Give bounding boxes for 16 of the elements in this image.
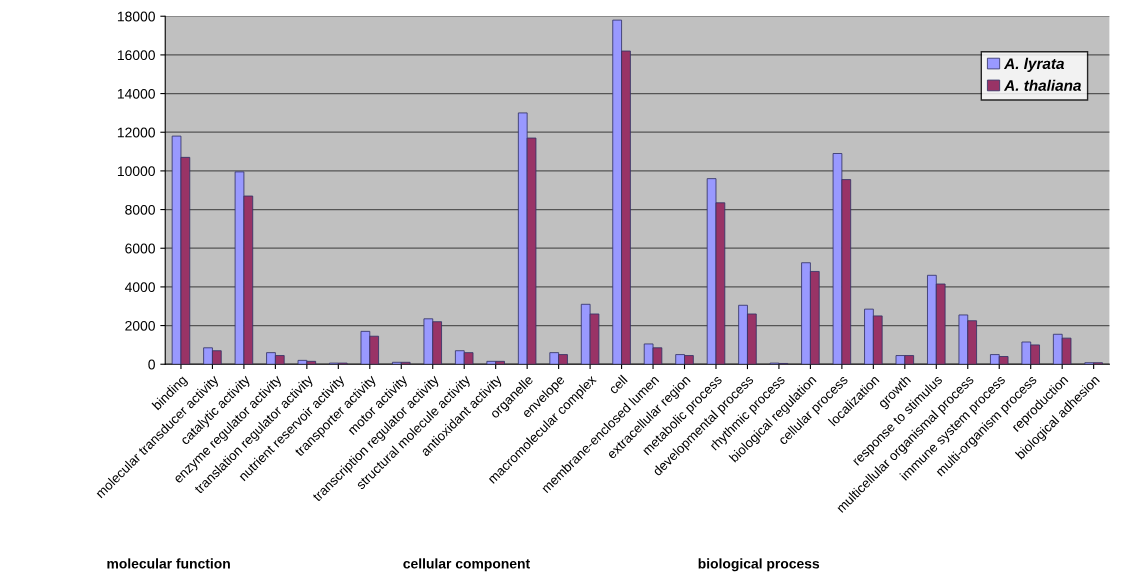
legend-label: A. thaliana xyxy=(1003,79,1082,91)
y-tick-label: 4000 xyxy=(124,282,155,293)
legend-label: A. lyrata xyxy=(1003,57,1065,73)
y-tick-label: 10000 xyxy=(117,166,155,177)
y-tick-label: 6000 xyxy=(125,243,155,254)
y-tick-label: 16000 xyxy=(117,50,155,61)
y-tick-label: 8000 xyxy=(125,204,155,215)
y-tick-label: 12000 xyxy=(117,127,155,138)
text: cellular component xyxy=(403,558,530,572)
text: biological process xyxy=(698,558,820,572)
text: molecular function xyxy=(107,558,230,569)
y-tick-label: 0 xyxy=(148,359,155,370)
y-tick-label: 18000 xyxy=(117,11,155,22)
y-tick-label: 2000 xyxy=(125,320,155,331)
x-tick-label: cell xyxy=(607,374,628,395)
y-tick-label: 14000 xyxy=(117,88,155,99)
